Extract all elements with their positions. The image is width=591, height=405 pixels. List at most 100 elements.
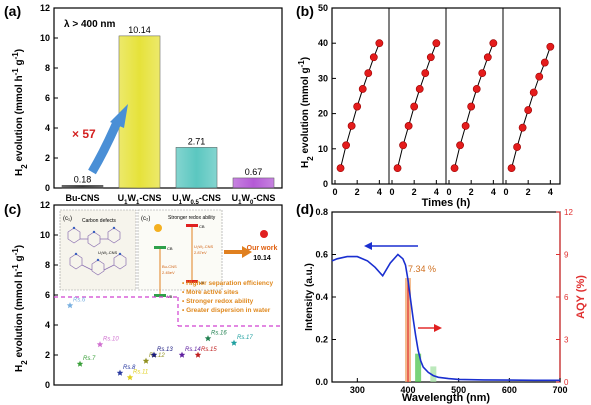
d-xtick-label: 600 [502,385,517,395]
inset-u1w1-cns: U₁W₁-CNS [194,244,213,249]
c-reference-star [194,351,202,358]
b-data-point [456,141,464,150]
c-reference-star [116,369,124,376]
d-ytick-right-label: 12 [564,208,573,217]
b-ytick-label: 40 [318,38,328,48]
panel-c-comparison-chart: 0 2 4 6 8 10 12 (c₁) Carbon defects U₁W₁-CNS [11,200,283,390]
panel-a-y-axis-label: H2 evolution (mmol h-1 g-1) [11,49,29,176]
inset-bu-vb-level [154,294,166,297]
b-xtick-label: 4 [434,187,439,197]
c-reference-label: Rs.15 [201,347,217,353]
b-data-point [478,69,487,78]
d-xtick-label: 700 [552,385,567,395]
inset-stronger-redox: Stronger redox ability [168,215,216,221]
b-ytick-label: 20 [318,109,328,119]
a-category-label: U1W0.5-CNS [172,193,221,206]
c-reference-point: Rs.13 [150,347,173,358]
c-reference-point: Rs.10 [96,337,119,348]
b-ytick-label: 30 [318,73,328,83]
inset-bu-cb-level [154,246,166,249]
c-ytick-label: 12 [40,200,50,210]
b-data-point [432,39,441,48]
absorbance-curve [331,253,560,382]
inset-cb-right: CB [199,224,205,229]
b-data-point [347,122,356,130]
d-ytick-right-label: 0 [564,378,569,387]
c-reference-point: Rs.12 [142,353,165,364]
b-xtick-label: 2 [355,187,360,197]
d-ytick-label: 0.8 [315,207,328,217]
b-xtick-label: 0 [389,187,394,197]
c-reference-star [142,357,150,364]
inset-bu-gap: 2.45eV [162,270,175,275]
a-category-label: U1W1-CNS [118,193,162,206]
b-data-point [461,122,470,130]
b-data-point [518,123,527,132]
c-reference-star [66,302,74,309]
c-reference-star [204,335,212,342]
c-reference-label: Rs.13 [157,347,173,353]
our-work-marker [260,230,268,238]
b-data-point [513,143,521,151]
b-data-point [399,141,407,150]
inset-u1w1-label: U₁W₁-CNS [98,250,117,255]
c-reference-label: Rs.17 [237,335,253,341]
c-reference-label: Rs.16 [211,331,227,337]
b-xtick-label: 0 [332,187,337,197]
b-data-point [393,164,402,173]
d-ytick-label: 0.6 [315,250,328,260]
b-data-point [426,53,435,62]
panel-label-d: (d) [296,201,314,217]
c-reference-label: Rs.10 [103,337,119,343]
inset-u1w1-cb-level [186,224,198,227]
c-reference-label: Rs.14 [185,347,201,353]
b-data-point [415,85,424,93]
a-bar [175,147,218,189]
b-xtick-label: 0 [446,187,451,197]
inset-bullet-item: • Greater dispersion in water [182,307,271,314]
b-data-point [483,53,492,62]
c-reference-point: Rs.14 [178,347,201,358]
b-data-point [375,39,384,48]
b-data-point [467,102,476,111]
d-aqy-bar [430,366,437,382]
c-reference-label: Rs.12 [149,353,165,359]
a-bar-group: 10.14 U1W1-CNS [118,25,162,206]
inset-c2-label: (c₂) [141,216,150,222]
c-ytick-label: 2 [45,350,50,360]
inset-sun-icon [154,224,162,232]
d-aqy-bar [415,353,422,382]
inset-bullet-item: • Stronger redox ability [182,298,254,305]
a-bar [232,177,275,189]
panel-c-y-axis-label: H2 evolution (mmol h-1 g-1) [11,245,29,372]
b-xtick-label: 4 [377,187,382,197]
c-reference-star [126,374,134,381]
c-reference-star [150,351,158,358]
b-ytick-label: 0 [323,179,328,189]
b-data-point [540,58,549,67]
panel-d-plot-frame [331,211,561,383]
a-bar-group: 0.18 Bu-CNS [61,174,104,203]
c-reference-point: Rs.6 [66,298,86,309]
c-ytick-label: 10 [40,230,50,240]
c-reference-point: Rs.11 [126,370,148,381]
c-ytick-label: 4 [45,320,50,330]
b-data-point [421,69,430,78]
b-data-point [450,164,459,173]
panel-a-growth-arrow-head [110,104,128,128]
panel-d-y-axis-label: Intensity (a.u.) [304,263,315,331]
b-data-point [369,53,378,62]
panel-label-b: (b) [296,3,314,19]
a-ytick-label: 12 [40,3,50,13]
b-data-point [546,42,555,51]
c-ytick-label: 8 [45,260,50,270]
c-ytick-label: 6 [45,290,50,300]
a-ytick-label: 10 [40,33,50,43]
d-ytick-label: 0.0 [315,377,328,387]
inset-u1w1-gap: 2.87eV [194,250,207,255]
panel-d-right-axis-label: AQY (%) [575,275,587,319]
b-data-point [489,39,498,48]
a-ytick-label: 6 [45,93,50,103]
b-xtick-label: 2 [526,187,531,197]
